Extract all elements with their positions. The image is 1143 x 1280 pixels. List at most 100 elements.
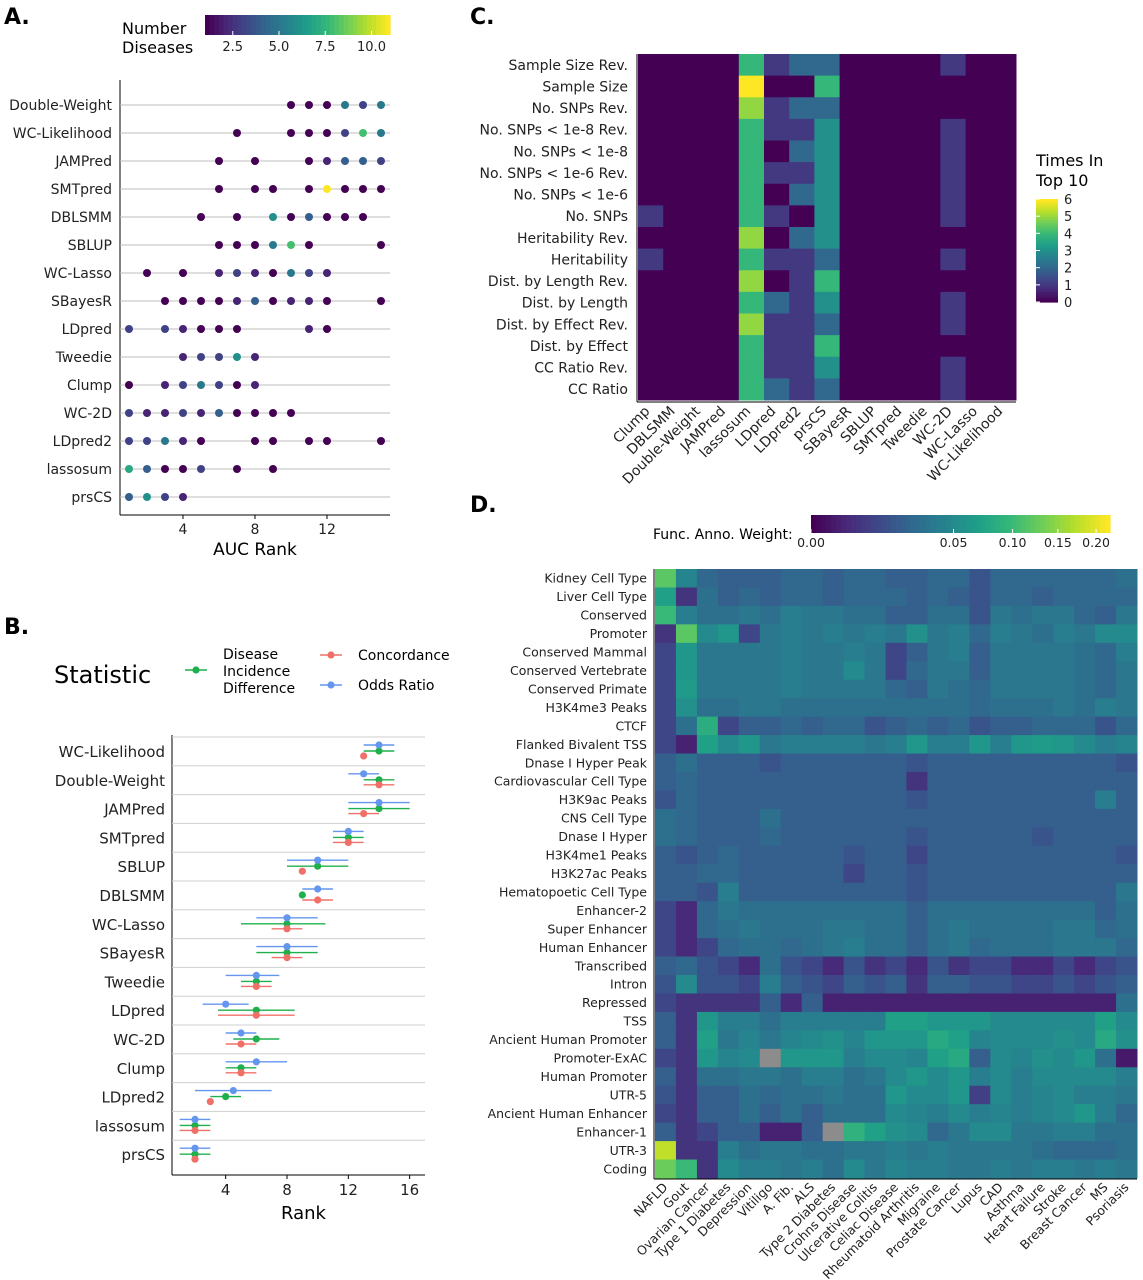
cell-flanked-bivalent-tss-depression xyxy=(738,735,761,755)
cell-human-promoter-type-1-diabetes xyxy=(717,1067,740,1087)
cell-liver-cell-type-ovarian-cancer xyxy=(696,587,719,607)
colorbar-tick-label: 5 xyxy=(1064,210,1072,225)
point-wc-lasso-rank-11 xyxy=(305,269,313,277)
cell-ancient-human-promoter-rheumatoid-arthritis xyxy=(906,1030,928,1050)
cell-heritability-wc-likelihood xyxy=(990,248,1017,271)
colorbar-tick-label: 1 xyxy=(1064,279,1072,294)
point-sblup-disease-incidence-difference xyxy=(314,862,322,870)
colorbar-step xyxy=(348,15,354,35)
cell-utr-5-breast-cancer xyxy=(1074,1085,1096,1105)
y-tick-label-double-weight: Double-Weight xyxy=(9,98,112,114)
cell-conserved-primate-psoriasis xyxy=(1116,679,1138,699)
colorbar-step xyxy=(1080,515,1086,533)
cell-intron-gout xyxy=(675,975,698,994)
cell-cc-ratio-lassosum xyxy=(738,378,765,401)
cell-conserved-vertebrate-type-1-diabetes xyxy=(717,661,740,681)
cell-flanked-bivalent-tss-stroke xyxy=(1053,735,1075,755)
cell-promoter-exac-als xyxy=(801,1048,824,1068)
cell-super-enhancer-type-1-diabetes xyxy=(717,919,740,939)
cell-utr-3-ulcerative-colitis xyxy=(864,1141,887,1161)
cell-repressed-a-fib xyxy=(780,993,803,1013)
cell-ctcf-celiac-disease xyxy=(885,716,907,736)
cell-cns-cell-type-asthma xyxy=(1011,808,1033,828)
cell-h3k4me1-peaks-cad xyxy=(990,845,1012,865)
cell-promoter-exac-ulcerative-colitis xyxy=(864,1048,887,1068)
cell-cns-cell-type-migraine xyxy=(927,808,949,828)
point-tweedie-rank-7 xyxy=(233,353,241,361)
point-wc-2d-rank-10 xyxy=(287,409,295,417)
cell-coding-heart-failure xyxy=(1032,1159,1054,1179)
cell-coding-asthma xyxy=(1011,1159,1033,1179)
cell-h3k4me1-peaks-breast-cancer xyxy=(1074,845,1096,865)
cell-dist-by-length-rev-clump xyxy=(638,270,664,293)
cell-enhancer-2-gout xyxy=(675,901,698,921)
cell-coding-ovarian-cancer xyxy=(696,1159,719,1179)
colorbar-step xyxy=(815,515,822,533)
cell-conserved-primate-asthma xyxy=(1011,679,1033,699)
cell-heritability-rev-prscs xyxy=(814,227,841,250)
cell-super-enhancer-stroke xyxy=(1053,919,1075,939)
cell-promoter-a-fib xyxy=(780,624,803,644)
cell-repressed-heart-failure xyxy=(1032,993,1054,1013)
cell-h3k4me3-peaks-type-2-diabetes xyxy=(822,698,845,718)
cell-cc-ratio-tweedie xyxy=(915,378,941,401)
cell-conserved-mammal-nafld xyxy=(655,642,677,662)
cell-dist-by-effect-prscs xyxy=(814,335,841,358)
colorbar-step xyxy=(242,15,248,35)
cell-super-enhancer-lupus xyxy=(969,919,991,939)
cell-ancient-human-enhancer-gout xyxy=(675,1104,698,1124)
cell-heritability-clump xyxy=(638,248,664,271)
cell-flanked-bivalent-tss-ms xyxy=(1095,735,1117,755)
point-wc-2d-rank-4 xyxy=(179,409,187,417)
row-label-liver-cell-type: Liver Cell Type xyxy=(556,589,647,604)
y-tick-label-sblup: SBLUP xyxy=(118,858,165,876)
cell-super-enhancer-psoriasis xyxy=(1116,919,1138,939)
cell-h3k9ac-peaks-crohns-disease xyxy=(843,790,866,810)
cell-kidney-cell-type-migraine xyxy=(927,569,949,588)
row-label-utr-3: UTR-3 xyxy=(610,1143,647,1158)
colorbar-step xyxy=(353,15,359,35)
colorbar-step xyxy=(915,515,922,533)
cell-utr-3-rheumatoid-arthritis xyxy=(906,1141,928,1161)
point-wc-likelihood-concordance xyxy=(360,752,368,760)
cell-sample-size-wc-2d xyxy=(940,75,967,98)
cell-cc-ratio-sblup xyxy=(864,378,891,401)
cell-coding-cad xyxy=(990,1159,1012,1179)
y-tick-label-ldpred2: LDpred2 xyxy=(53,434,112,450)
cell-dist-by-effect-rev-double-weight xyxy=(688,313,715,336)
cell-h3k27ac-peaks-stroke xyxy=(1053,864,1075,884)
cell-human-promoter-als xyxy=(801,1067,824,1087)
cell-tss-breast-cancer xyxy=(1074,1011,1096,1031)
point-clump-odds-ratio xyxy=(252,1058,260,1066)
cell-intron-ulcerative-colitis xyxy=(864,975,887,994)
cell-flanked-bivalent-tss-type-2-diabetes xyxy=(822,735,845,755)
x-axis-title: Rank xyxy=(281,1203,327,1224)
cell-dnase-i-hyper-vitiligo xyxy=(759,827,782,847)
point-ldpred2-rank-11 xyxy=(305,437,313,445)
cell-conserved-mammal-vitiligo xyxy=(759,642,782,662)
cell-conserved-breast-cancer xyxy=(1074,605,1096,625)
colorbar-step xyxy=(1005,515,1011,533)
cell-dist-by-effect-rev-sbayesr xyxy=(839,313,866,336)
cell-cns-cell-type-breast-cancer xyxy=(1074,808,1096,828)
cell-cc-ratio-jampred xyxy=(713,378,740,401)
cell-enhancer-2-type-2-diabetes xyxy=(822,901,845,921)
y-tick-label-ldpred: LDpred xyxy=(111,1002,165,1020)
cell-intron-ms xyxy=(1095,975,1117,994)
cell-conserved-mammal-psoriasis xyxy=(1116,642,1138,662)
cell-h3k27ac-peaks-rheumatoid-arthritis xyxy=(906,864,928,884)
cell-repressed-breast-cancer xyxy=(1074,993,1096,1013)
cell-dist-by-length-lassosum xyxy=(738,291,765,314)
cell-cardiovascular-cell-type-crohns-disease xyxy=(843,772,866,791)
cell-no-snps-1e-8-rev-clump xyxy=(638,118,664,141)
cell-flanked-bivalent-tss-asthma xyxy=(1011,735,1033,755)
point-prscs-rank-1 xyxy=(125,493,133,501)
cell-human-promoter-breast-cancer xyxy=(1074,1067,1096,1087)
cell-no-snps-1e-8-rev-jampred xyxy=(713,118,740,141)
cell-dnase-i-hyper-peak-type-1-diabetes xyxy=(717,753,740,773)
cell-h3k4me1-peaks-a-fib xyxy=(780,845,803,865)
cell-dist-by-length-prscs xyxy=(814,291,841,314)
point-prscs-odds-ratio xyxy=(191,1144,199,1152)
legend-title-line-1: Times In xyxy=(1035,151,1103,170)
colorbar-step xyxy=(1036,250,1058,254)
